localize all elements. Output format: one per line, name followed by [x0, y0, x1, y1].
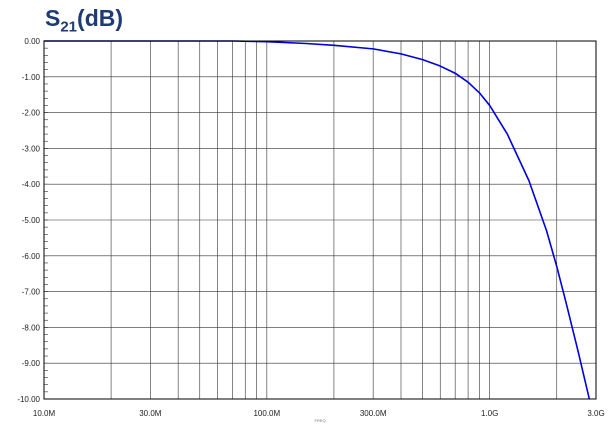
y-tick-label: -10.00: [17, 395, 40, 404]
x-tick-label: 300.0M: [360, 409, 387, 418]
chart-title-main: S: [45, 5, 61, 31]
plot-frame: [43, 40, 597, 400]
y-tick-label: -3.00: [22, 144, 41, 153]
x-tick-label: 1.0G: [481, 409, 498, 418]
x-axis-label: FREQ: [314, 418, 325, 423]
y-tick-label: -8.00: [22, 323, 41, 332]
y-tick-label: -7.00: [22, 288, 41, 297]
y-tick-labels: 0.00 -1.00 -2.00 -3.00 -4.00 -5.00 -6.00 -7.00 -…: [17, 37, 40, 404]
grid-layer: [44, 40, 596, 400]
y-tick-label: -1.00: [22, 73, 41, 82]
x-tick-labels: 10.0M 30.0M 100.0M 300.0M 1.0G 3.0G: [33, 409, 605, 418]
chart-title: S21(dB): [45, 5, 123, 36]
x-tick-label: 10.0M: [33, 409, 56, 418]
x-tick-label: 3.0G: [587, 409, 604, 418]
x-tick-label: 30.0M: [139, 409, 162, 418]
y-tick-label: 0.00: [24, 37, 40, 46]
y-tick-label: -6.00: [22, 252, 41, 261]
y-tick-label: -4.00: [22, 180, 41, 189]
y-tick-label: -9.00: [22, 359, 41, 368]
y-tick-label: -5.00: [22, 216, 41, 225]
x-tick-label: 100.0M: [253, 409, 280, 418]
chart-title-suffix: (dB): [77, 5, 124, 31]
chart-title-subscript: 21: [60, 18, 78, 36]
y-tick-label: -2.00: [22, 109, 41, 118]
